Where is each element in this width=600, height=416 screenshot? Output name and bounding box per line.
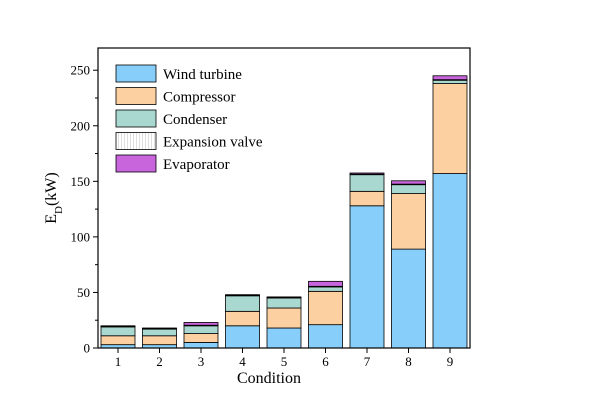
bar-evaporator-7: [349, 172, 385, 175]
bar-condenser-7: [349, 174, 385, 192]
x-tick-label: 5: [281, 354, 288, 369]
bar-condenser-2: [142, 328, 177, 337]
legend-label: Compressor: [163, 90, 236, 106]
legend-label: Expansion valve: [163, 135, 263, 151]
bar-wind-turbine-3: [183, 342, 219, 349]
bar-wind-turbine-9: [432, 173, 468, 349]
bar-condenser-4: [225, 295, 260, 312]
x-axis-title: Condition: [237, 370, 301, 387]
bar-compressor-8: [391, 193, 426, 250]
legend-swatch-expansion-valve: [115, 132, 157, 150]
plot-frame: [97, 47, 471, 349]
bar-evaporator-9: [432, 75, 468, 81]
y-tick-label: 100: [71, 229, 91, 244]
bar-wind-turbine-4: [225, 325, 260, 349]
bar-compressor-6: [308, 290, 343, 326]
bar-evaporator-6: [308, 280, 343, 287]
bar-evaporator-3: [183, 322, 219, 326]
bar-wind-turbine-6: [308, 324, 343, 349]
y-tick-label: 150: [71, 174, 91, 189]
bar-compressor-3: [183, 333, 219, 343]
legend-swatch-wind-turbine: [115, 64, 157, 83]
legend-label: Condenser: [163, 112, 227, 128]
x-tick-label: 8: [405, 354, 412, 369]
bar-condenser-6: [308, 286, 343, 292]
x-tick-label: 3: [198, 354, 205, 369]
y-tick-label: 250: [71, 63, 91, 78]
y-tick-label: 50: [77, 285, 90, 300]
bar-wind-turbine-5: [266, 327, 302, 349]
bar-evaporator-5: [266, 296, 302, 298]
bar-condenser-1: [100, 326, 136, 337]
bar-condenser-5: [266, 297, 302, 309]
legend-label: Evaporator: [163, 157, 230, 173]
legend-swatch-compressor: [115, 87, 157, 105]
bar-compressor-4: [225, 310, 260, 327]
bar-compressor-5: [266, 307, 302, 329]
y-axis: 0 50 100 150 200 250: [71, 63, 98, 356]
plot-area: [100, 75, 468, 349]
bar-condenser-8: [391, 184, 426, 194]
bar-evaporator-8: [391, 180, 426, 185]
bar-compressor-7: [349, 190, 385, 207]
bar-compressor-2: [142, 335, 177, 346]
legend-swatch-condenser: [115, 109, 157, 128]
bar-condenser-9: [432, 79, 468, 84]
x-axis: 1 2 3 4 5 6 7 8 9: [115, 348, 454, 369]
x-tick-label: 7: [364, 354, 371, 369]
bar-wind-turbine-8: [391, 248, 426, 349]
bar-condenser-3: [183, 325, 219, 334]
bar-evaporator-1: [100, 325, 136, 327]
bar-compressor-1: [100, 335, 136, 346]
y-tick-label: 0: [84, 341, 91, 356]
bar-compressor-9: [432, 83, 468, 174]
legend-label: Wind turbine: [163, 67, 242, 83]
bar-evaporator-2: [142, 327, 177, 330]
y-tick-label: 200: [71, 118, 91, 133]
bar-evaporator-4: [225, 294, 260, 296]
x-tick-label: 4: [239, 354, 246, 369]
legend-swatch-evaporator: [115, 154, 157, 173]
legend: Wind turbine Compressor Condenser Expansion…: [115, 64, 263, 173]
bar-wind-turbine-7: [349, 205, 385, 349]
x-tick-label: 6: [322, 354, 329, 369]
x-tick-label: 1: [115, 354, 122, 369]
x-tick-label: 9: [447, 354, 454, 369]
y-axis-title: ED(kW): [43, 172, 65, 224]
x-tick-label: 2: [156, 354, 163, 369]
